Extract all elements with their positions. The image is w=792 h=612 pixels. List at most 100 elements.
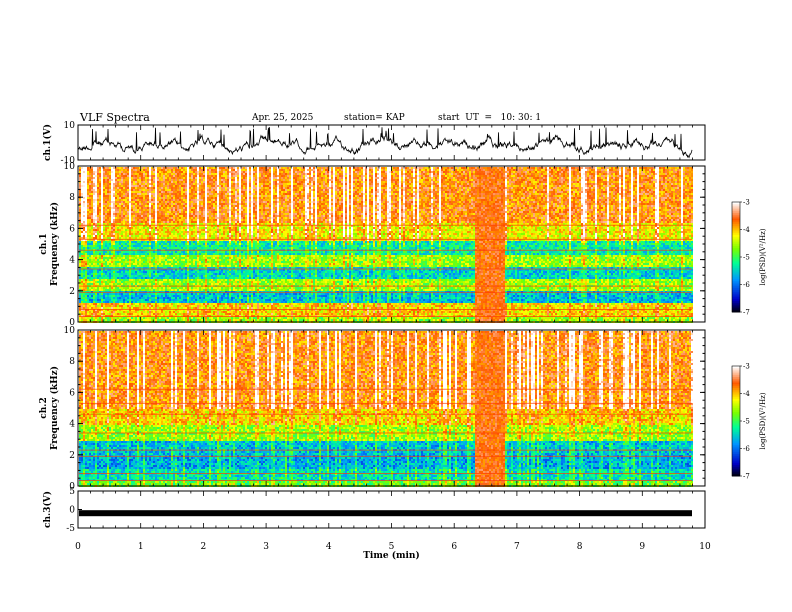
spectrogram-cell	[81, 261, 83, 263]
spectrogram-cell	[99, 245, 101, 247]
spectrogram-cell	[91, 187, 93, 189]
spectrogram-cell	[99, 175, 101, 177]
spectrogram-cell	[89, 197, 91, 199]
spectrogram-cell	[83, 283, 85, 285]
spectrogram-cell	[99, 311, 101, 313]
spectrogram-cell	[83, 263, 85, 265]
spectrogram-cell	[89, 305, 91, 307]
spectrogram-cell	[87, 207, 89, 209]
spectrogram-cell	[85, 273, 87, 275]
spectrogram-cell	[81, 241, 83, 243]
spectrogram-cell	[99, 185, 101, 187]
spectrogram-cell	[95, 233, 97, 235]
spectrogram-cell	[91, 311, 93, 313]
spectrogram-cell	[79, 241, 81, 243]
spectrogram-cell	[81, 217, 83, 219]
spectrogram-cell	[81, 207, 83, 209]
spectrogram-cell	[85, 235, 87, 237]
spectrogram-cell	[95, 177, 97, 179]
spectrogram-cell	[89, 229, 91, 231]
spectrogram-cell	[93, 265, 95, 267]
spectrogram-cell	[97, 171, 99, 173]
spectrogram-cell	[79, 319, 81, 321]
spectrogram-cell	[89, 209, 91, 211]
spectrogram-cell	[89, 235, 91, 237]
spectrogram-cell	[87, 195, 89, 197]
spectrogram-cell	[87, 245, 89, 247]
spectrogram-cell	[79, 193, 81, 195]
spectrogram-cell	[99, 287, 101, 289]
spectrogram-cell	[87, 275, 89, 277]
spectrogram-cell	[85, 289, 87, 291]
spectrogram-cell	[87, 287, 89, 289]
spectrogram-cell	[83, 319, 85, 321]
spectrogram-cell	[85, 241, 87, 243]
spectrogram-cell	[89, 207, 91, 209]
spectrogram-cell	[97, 319, 99, 321]
spectrogram-cell	[97, 259, 99, 261]
spectrogram-cell	[79, 303, 81, 305]
spectrogram-cell	[87, 259, 89, 261]
spectrogram-cell	[99, 313, 101, 315]
spectrogram-cell	[85, 301, 87, 303]
spectrogram-cell	[87, 307, 89, 309]
spectrogram-cell	[95, 275, 97, 277]
spectrogram-cell	[89, 313, 91, 315]
spectrogram-cell	[81, 265, 83, 267]
spectrogram-cell	[87, 273, 89, 275]
spectrogram-cell	[95, 175, 97, 177]
spectrogram-cell	[89, 181, 91, 183]
spectrogram-cell	[99, 227, 101, 229]
spectrogram-cell	[87, 279, 89, 281]
spectrogram-cell	[81, 185, 83, 187]
spectrogram-cell	[87, 215, 89, 217]
spectrogram-cell	[91, 289, 93, 291]
spectrogram-cell	[97, 199, 99, 201]
spectrogram-cell	[99, 301, 101, 303]
spectrogram-cell	[85, 317, 87, 319]
spectrogram-cell	[93, 227, 95, 229]
spectrogram-cell	[85, 233, 87, 235]
spectrogram-cell	[83, 207, 85, 209]
vlf-figure: 10-10ch.1(V)0246810ch.1 Frequency (kHz) -3…	[0, 0, 792, 612]
spectrogram-cell	[79, 169, 81, 171]
spectrogram-cell	[91, 213, 93, 215]
spectrogram-cell	[81, 179, 83, 181]
spectrogram-cell	[99, 289, 101, 291]
spectrogram-cell	[97, 173, 99, 175]
spectrogram-cell	[97, 203, 99, 205]
spectrogram-cell	[83, 259, 85, 261]
spectrogram-cell	[99, 233, 101, 235]
spectrogram-cell	[93, 217, 95, 219]
spectrogram-cell	[83, 171, 85, 173]
spectrogram-cell	[79, 185, 81, 187]
spectrogram-cell	[93, 181, 95, 183]
spectrogram-cell	[95, 283, 97, 285]
spectrogram-cell	[97, 263, 99, 265]
spectrogram-cell	[93, 299, 95, 301]
spectrogram-cell	[93, 167, 95, 169]
spectrogram-cell	[95, 169, 97, 171]
spectrogram-cell	[85, 299, 87, 301]
spectrogram-cell	[85, 281, 87, 283]
spectrogram-cell	[81, 235, 83, 237]
spectrogram-cell	[93, 255, 95, 257]
spectrogram-cell	[79, 183, 81, 185]
spectrogram-cell	[95, 189, 97, 191]
spectrogram-cell	[81, 223, 83, 225]
spectrogram-cell	[83, 279, 85, 281]
spectrogram-cell	[83, 221, 85, 223]
spectrogram-cell	[95, 251, 97, 253]
spectrogram-cell	[85, 189, 87, 191]
spectrogram-cell	[85, 307, 87, 309]
spectrogram-cell	[83, 235, 85, 237]
spectrogram-cell	[87, 227, 89, 229]
spectrogram-cell	[79, 279, 81, 281]
spectrogram-cell	[95, 207, 97, 209]
spectrogram-cell	[85, 197, 87, 199]
spectrogram-cell	[87, 255, 89, 257]
spectrogram-cell	[93, 235, 95, 237]
spectrogram-cell	[87, 213, 89, 215]
spectrogram-cell	[85, 319, 87, 321]
spectrogram-cell	[87, 301, 89, 303]
